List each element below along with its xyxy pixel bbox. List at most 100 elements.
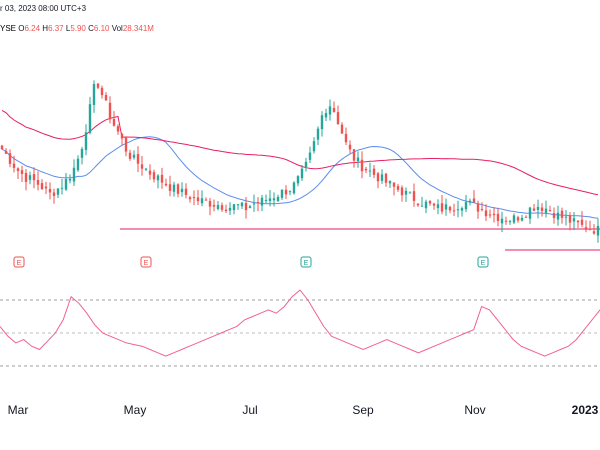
candle: [204, 197, 208, 201]
candle: [444, 198, 448, 216]
candle: [72, 159, 76, 187]
candle: [48, 182, 52, 200]
candle: [372, 165, 376, 179]
candle: [316, 126, 320, 146]
candle: [532, 204, 536, 212]
candle: [324, 108, 328, 121]
candle: [112, 111, 116, 127]
candle: [556, 205, 560, 226]
candle: [52, 188, 56, 204]
candle: [540, 203, 544, 217]
candle: [40, 179, 44, 190]
candle: [80, 146, 84, 165]
candle: [568, 211, 572, 231]
header-exchange: YSE: [0, 24, 17, 33]
candle: [352, 148, 356, 168]
candle: [224, 204, 228, 214]
candle: [392, 182, 396, 196]
ohlc-key-h: H: [40, 24, 49, 33]
ohlc-key-c: C: [85, 24, 94, 33]
candle: [424, 199, 428, 214]
candle: [0, 144, 4, 150]
earnings-marker[interactable]: E: [477, 256, 489, 268]
candle: [428, 200, 432, 206]
candle: [376, 171, 380, 189]
candle: [108, 96, 112, 124]
candle: [484, 204, 488, 222]
candle: [516, 215, 520, 223]
x-tick-label: Nov: [464, 403, 485, 417]
candle: [404, 187, 408, 202]
candle: [276, 194, 280, 203]
candle: [240, 201, 244, 209]
candle: [588, 220, 592, 231]
candle: [132, 150, 136, 160]
candle: [328, 99, 332, 121]
earnings-marker[interactable]: E: [140, 256, 152, 268]
earnings-marker[interactable]: E: [300, 256, 312, 268]
candle: [136, 146, 140, 173]
candle: [92, 80, 96, 113]
earnings-marker[interactable]: E: [13, 256, 25, 268]
candle: [56, 188, 60, 199]
candle: [496, 207, 500, 227]
candle: [456, 200, 460, 218]
header-date: r 03, 2023 08:00 UTC+3: [0, 4, 87, 13]
candle: [248, 204, 252, 209]
candle: [524, 215, 528, 218]
candle: [252, 194, 256, 212]
candle: [16, 167, 20, 179]
candle: [320, 111, 324, 137]
candle: [512, 213, 516, 224]
candle: [116, 124, 120, 135]
candle: [464, 195, 468, 213]
candle: [216, 201, 220, 211]
ohlc-value-o: 6.24: [24, 24, 41, 33]
candle: [488, 209, 492, 219]
x-tick-label: Mar: [8, 403, 29, 417]
earnings-symbol: E: [144, 260, 149, 267]
candle: [564, 210, 568, 226]
ohlc-key-l: L: [63, 24, 71, 33]
ohlc-row: YSE O6.24 H6.37 L5.90 C6.10 Vol28.341M: [0, 24, 154, 33]
x-tick-label: Jul: [242, 403, 257, 417]
candle: [32, 167, 36, 189]
rsi-line: [0, 289, 600, 357]
candle: [356, 151, 360, 168]
candle: [592, 224, 596, 235]
ohlc-key-o: O: [18, 24, 25, 33]
earnings-symbol: E: [17, 260, 22, 267]
ohlc-value-vol: 28.341M: [122, 24, 154, 33]
chart-header: r 03, 2023 08:00 UTC+3: [0, 4, 86, 13]
candle: [340, 122, 344, 134]
ohlc-value-c: 6.10: [93, 24, 110, 33]
candle: [552, 207, 556, 224]
candle: [312, 137, 316, 154]
candle: [412, 183, 416, 207]
candle: [88, 96, 92, 135]
candle: [176, 183, 180, 198]
x-tick-label: May: [124, 403, 147, 417]
candle: [344, 127, 348, 146]
candle: [148, 164, 152, 180]
candle: [400, 185, 404, 202]
candle: [448, 205, 452, 214]
candle: [368, 162, 372, 177]
candle: [84, 124, 88, 156]
candle: [124, 136, 128, 157]
candle: [4, 148, 8, 155]
candle: [476, 200, 480, 219]
candle: [560, 207, 564, 224]
candle: [596, 218, 600, 243]
candle: [364, 166, 368, 173]
candle: [100, 85, 104, 99]
candle: [332, 101, 336, 113]
earnings-symbol: E: [481, 260, 486, 267]
candle: [36, 171, 40, 191]
candle: [212, 199, 216, 212]
candle: [188, 195, 192, 203]
candle: [192, 190, 196, 206]
candle: [220, 202, 224, 212]
candle: [284, 185, 288, 200]
